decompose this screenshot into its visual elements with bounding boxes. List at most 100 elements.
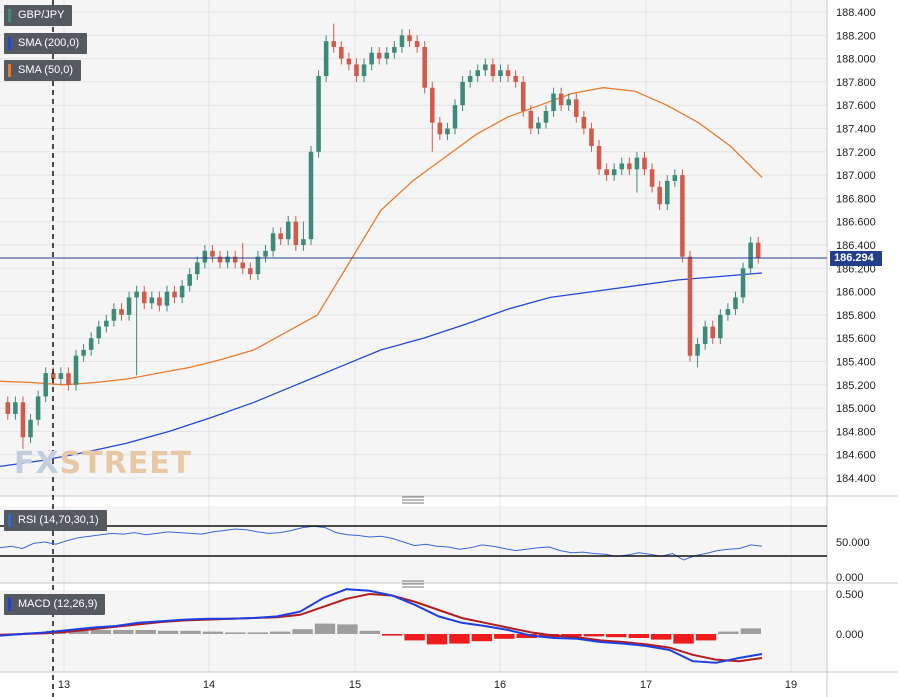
candle-body <box>225 256 230 263</box>
candle-body <box>702 326 708 345</box>
candle-body <box>293 221 299 245</box>
y-tick-label: 187.600 <box>836 100 876 112</box>
candle-body <box>392 46 397 53</box>
y-tick-label: 184.400 <box>836 473 876 485</box>
candle-body <box>301 239 306 245</box>
candle-body <box>695 344 700 356</box>
candle-body <box>543 111 549 123</box>
macd-hist-bar <box>180 630 201 634</box>
rsi-path <box>0 525 763 561</box>
candle-body <box>604 169 609 176</box>
legend-rsi[interactable]: RSI (14,70,30,1) <box>4 510 107 531</box>
y-tick-label: 188.200 <box>836 30 876 42</box>
macd-hist-bar <box>606 634 627 638</box>
macd-tick-label: 0.000 <box>836 629 864 641</box>
y-axis-labels: 188.400 188.200 188.000 187.800 187.600 187.4… <box>836 7 876 641</box>
candle-body <box>627 163 632 170</box>
candle-body <box>5 402 11 414</box>
candle-body <box>278 233 283 240</box>
grid-lines <box>0 0 827 672</box>
watermark-fx: FX <box>14 446 60 481</box>
macd-hist-bar <box>359 630 380 634</box>
candle-body <box>649 169 655 187</box>
y-tick-label: 186.000 <box>836 287 876 299</box>
candle-body <box>20 402 26 438</box>
y-tick-label: 186.800 <box>836 193 876 205</box>
macd-hist-bar <box>90 630 112 634</box>
candle-body <box>574 99 579 117</box>
candle-body <box>202 250 208 263</box>
y-tick-label: 188.000 <box>836 54 876 66</box>
macd-label: MACD (12,26,9) <box>18 598 98 610</box>
candle-body <box>490 64 496 77</box>
legend-sma200[interactable]: SMA (200,0) <box>4 33 88 54</box>
candle-body <box>164 291 170 306</box>
instrument-swatch <box>8 9 11 22</box>
candle-body <box>240 262 246 269</box>
candle-body <box>270 233 276 251</box>
candle-body <box>445 128 450 135</box>
macd-hist-bar <box>382 634 403 636</box>
price-panel-bg <box>0 0 827 496</box>
candle-body <box>551 93 556 112</box>
x-tick-label: 16 <box>494 679 506 691</box>
candle-body <box>596 145 602 170</box>
macd-path <box>0 588 763 664</box>
macd-hist-bar <box>650 634 672 640</box>
candle-body <box>642 157 647 170</box>
macd-hist-bar <box>718 631 739 634</box>
macd-hist-bar <box>314 623 336 634</box>
candle-body <box>172 291 177 298</box>
resize-handle-rsi[interactable] <box>402 496 424 504</box>
macd-hist-bar <box>426 634 448 645</box>
candle-body <box>748 242 753 269</box>
candle-body <box>316 76 321 152</box>
candle-body <box>50 373 56 379</box>
x-tick-label: 14 <box>203 679 215 691</box>
candle-body <box>346 58 352 65</box>
x-tick-label: 19 <box>785 679 797 691</box>
sma200-label: SMA (200,0) <box>18 37 80 49</box>
candle-body <box>498 70 503 77</box>
candle-body <box>687 256 693 356</box>
candle-body <box>475 70 481 77</box>
x-tick-label: 15 <box>349 679 361 691</box>
legend-instrument[interactable]: GBP/JPY <box>4 5 73 26</box>
rsi-line <box>0 525 763 561</box>
watermark-logo: FXSTREET <box>14 446 192 481</box>
rsi-panel-bg <box>0 506 827 583</box>
candle-body <box>755 242 761 258</box>
candle-body <box>414 41 420 47</box>
y-tick-label: 185.800 <box>836 310 876 322</box>
candle-body <box>589 128 594 146</box>
candle-body <box>657 186 662 205</box>
candle-body <box>467 76 473 82</box>
macd-hist-bar <box>561 634 582 637</box>
candle-body <box>308 151 314 240</box>
candle-body <box>187 274 192 286</box>
candle-body <box>733 297 738 310</box>
candle-body <box>66 373 71 385</box>
candle-body <box>558 93 564 106</box>
legend-sma50[interactable]: SMA (50,0) <box>4 60 82 81</box>
macd-signal-path <box>0 592 763 663</box>
y-tick-label: 186.600 <box>836 217 876 229</box>
resize-handle-macd[interactable] <box>402 580 424 588</box>
candle-body <box>399 35 405 47</box>
macd-hist-bar <box>337 624 358 634</box>
candle-body <box>232 256 238 263</box>
candle-body <box>141 291 147 304</box>
y-tick-label: 185.400 <box>836 357 876 369</box>
candle-body <box>384 52 390 59</box>
legend-macd[interactable]: MACD (12,26,9) <box>4 594 106 615</box>
candle-body <box>195 262 200 275</box>
candle-body <box>634 157 640 170</box>
rsi-swatch <box>8 514 11 527</box>
macd-hist-bar <box>292 629 313 634</box>
candle-body <box>664 180 670 205</box>
y-tick-label: 184.600 <box>836 450 876 462</box>
candle-body <box>157 297 162 306</box>
y-tick-label: 186.400 <box>836 240 876 252</box>
macd-hist-bar <box>135 630 156 634</box>
candle-body <box>149 297 155 304</box>
